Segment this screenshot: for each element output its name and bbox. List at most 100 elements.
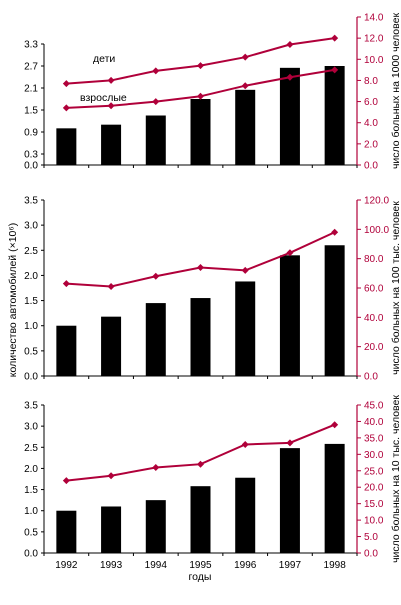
series-point-1994 <box>152 98 160 106</box>
left-tick-label: 3.5 <box>24 196 38 207</box>
right-axis-label: число больных на 100 тыс. человек <box>390 201 401 375</box>
left-tick-label: 0.5 <box>24 527 38 538</box>
left-tick-label: 3.3 <box>24 40 38 51</box>
right-tick-label: 14.0 <box>364 13 384 24</box>
right-tick-label: 0.0 <box>364 372 378 383</box>
series-point-1996 <box>241 53 249 61</box>
left-tick-label: 1.5 <box>24 296 38 307</box>
bar-1994 <box>145 500 166 553</box>
series-point-1998 <box>331 66 339 74</box>
series-point-1992 <box>62 80 70 88</box>
left-tick-label: 2.0 <box>24 464 38 475</box>
left-tick-label: 3.0 <box>24 422 38 433</box>
series-point-1996 <box>241 266 249 274</box>
left-tick-label: 2.5 <box>24 246 38 257</box>
x-axis-label: годы <box>189 571 212 583</box>
right-tick-label: 120.0 <box>364 196 389 207</box>
right-tick-label: 2.0 <box>364 139 378 150</box>
bar-1996 <box>235 281 256 376</box>
right-tick-label: 4.0 <box>364 118 378 129</box>
left-tick-label: 2.5 <box>24 443 38 454</box>
left-tick-label: 1.5 <box>24 106 38 117</box>
left-tick-label: 1.0 <box>24 506 38 517</box>
left-tick-label: 0.0 <box>24 372 38 383</box>
left-tick-label: 0.9 <box>24 128 38 139</box>
bar-1997 <box>279 255 300 376</box>
bar-1998 <box>324 443 345 553</box>
left-tick-label: 0.3 <box>24 150 38 161</box>
x-tick-label: 1992 <box>55 560 78 571</box>
right-tick-label: 40.0 <box>364 313 384 324</box>
right-tick-label: 0.0 <box>364 549 378 560</box>
series-point-1997 <box>286 439 294 447</box>
chart-panel-2: 0.0 0.5 1.0 1.5 2.0 2.5 3.0 3.5 0.0 20.0 40.0 60.0 8… <box>24 196 401 383</box>
right-tick-label: 40.0 <box>364 417 384 428</box>
bar-1992 <box>56 510 77 553</box>
chart-panel-3: 0.0 0.5 1.0 1.5 2.0 2.5 3.0 3.5 0.0 5.0 10.0 15.0 20… <box>24 395 401 571</box>
series-point-1993 <box>107 283 115 291</box>
left-tick-label: 2.1 <box>24 84 38 95</box>
left-tick-label: 1.5 <box>24 485 38 496</box>
x-tick-label: 1996 <box>234 560 257 571</box>
series-point-1995 <box>197 460 204 468</box>
right-tick-label: 10.0 <box>364 55 384 66</box>
series-point-1993 <box>107 102 115 110</box>
right-axis-label: число больных на 10 тыс. человек <box>390 395 401 563</box>
left-tick-label: 1.0 <box>24 321 38 332</box>
bar-1994 <box>145 115 166 165</box>
right-tick-label: 15.0 <box>364 499 384 510</box>
x-tick-label: 1998 <box>324 560 347 571</box>
series-point-1996 <box>241 440 249 448</box>
series-point-1995 <box>197 92 204 100</box>
series-point-1998 <box>331 421 339 429</box>
bar-1995 <box>190 486 211 553</box>
series-point-1994 <box>152 463 160 471</box>
series-point-1996 <box>241 82 249 90</box>
left-axis-label: количество автомобилей (×10⁶) <box>7 223 19 377</box>
series-point-1994 <box>152 272 160 280</box>
right-tick-label: 60.0 <box>364 284 384 295</box>
bar-1994 <box>145 303 166 376</box>
bar-1993 <box>101 316 122 376</box>
bar-1993 <box>101 124 122 165</box>
right-axis-label: число больных на 1000 человек <box>390 13 401 169</box>
right-tick-label: 20.0 <box>364 483 384 494</box>
right-tick-label: 100.0 <box>364 225 389 236</box>
left-tick-label: 0.0 <box>24 161 38 172</box>
annotation-children: дети <box>93 53 115 65</box>
series-point-1997 <box>286 249 294 257</box>
annotation-adults: взрослые <box>80 92 127 104</box>
left-tick-label: 0.0 <box>24 549 38 560</box>
series-point-1997 <box>286 73 294 81</box>
right-tick-label: 20.0 <box>364 342 384 353</box>
right-tick-label: 8.0 <box>364 76 378 87</box>
series-point-1992 <box>62 280 70 288</box>
bar-1993 <box>101 506 122 553</box>
right-tick-label: 10.0 <box>364 516 384 527</box>
x-tick-label: 1997 <box>279 560 302 571</box>
left-tick-label: 2.7 <box>24 62 38 73</box>
series-point-1995 <box>197 263 204 271</box>
right-tick-label: 80.0 <box>364 254 384 265</box>
bar-1995 <box>190 298 211 376</box>
left-tick-label: 0.5 <box>24 346 38 357</box>
series-point-1998 <box>331 228 339 236</box>
right-tick-label: 0.0 <box>364 161 378 172</box>
left-tick-label: 3.0 <box>24 221 38 232</box>
bar-1998 <box>324 66 345 165</box>
series-point-1992 <box>62 104 70 112</box>
right-tick-label: 45.0 <box>364 401 384 412</box>
bar-1996 <box>235 477 256 553</box>
bar-1997 <box>279 448 300 553</box>
x-tick-label: 1995 <box>189 560 212 571</box>
bar-1995 <box>190 99 211 165</box>
series-point-1992 <box>62 477 70 485</box>
bar-1997 <box>279 67 300 165</box>
series-point-1993 <box>107 76 115 84</box>
bar-1998 <box>324 245 345 376</box>
chart-panel-1: 0.00.30.91.52.12.73.30.02.04.06.08.010.0… <box>24 13 401 172</box>
series-point-1994 <box>152 67 160 75</box>
series-point-1997 <box>286 40 294 48</box>
